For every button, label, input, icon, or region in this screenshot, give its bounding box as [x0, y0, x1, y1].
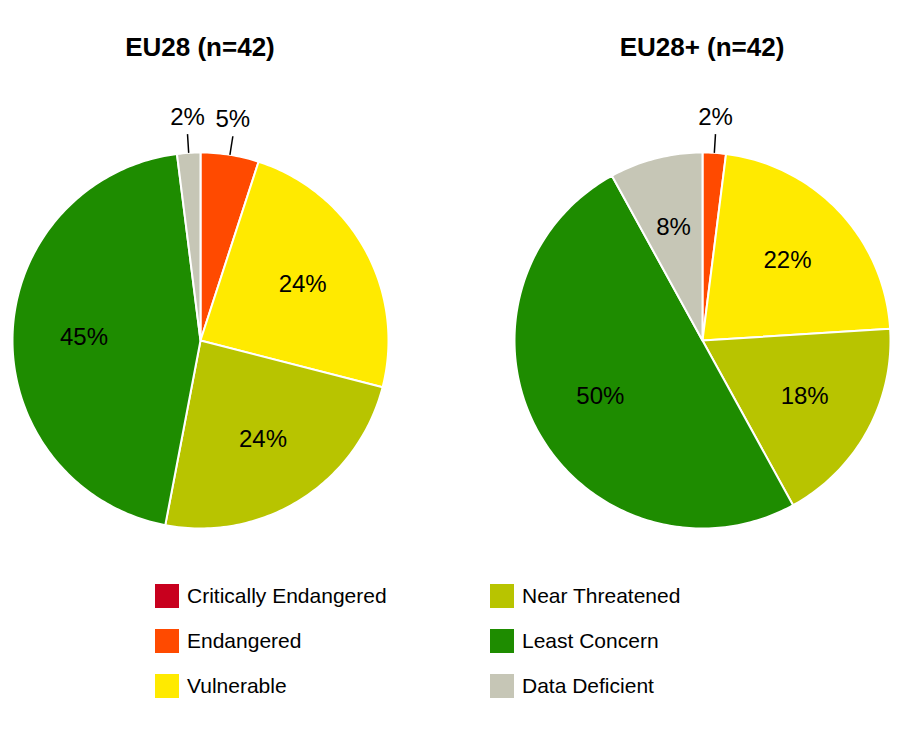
html-text:Endangered: Endangered	[187, 629, 302, 652]
html-text:EU28+ (n=42): EU28+ (n=42)	[619, 32, 785, 62]
svg-text:24%: 24%	[279, 270, 327, 297]
svg-text:5%: 5%	[216, 105, 251, 132]
html-text:Vulnerable: Vulnerable	[187, 674, 287, 697]
svg-text:24%: 24%	[239, 425, 287, 452]
html-text:Data Deficient: Data Deficient	[522, 674, 654, 697]
html-text:Critically Endangered: Critically Endangered	[187, 584, 387, 607]
html-text:Near Threatened: Near Threatened	[522, 584, 681, 607]
svg-text:2%: 2%	[698, 103, 733, 130]
svg-text:45%: 45%	[60, 323, 108, 350]
svg-text:18%: 18%	[781, 382, 829, 409]
html-text:Least Concern: Least Concern	[522, 629, 659, 652]
svg-text:50%: 50%	[576, 382, 624, 409]
html-text:EU28 (n=42): EU28 (n=42)	[125, 32, 275, 62]
svg-text:8%: 8%	[656, 213, 691, 240]
svg-text:22%: 22%	[763, 246, 811, 273]
svg-text:2%: 2%	[170, 103, 205, 130]
